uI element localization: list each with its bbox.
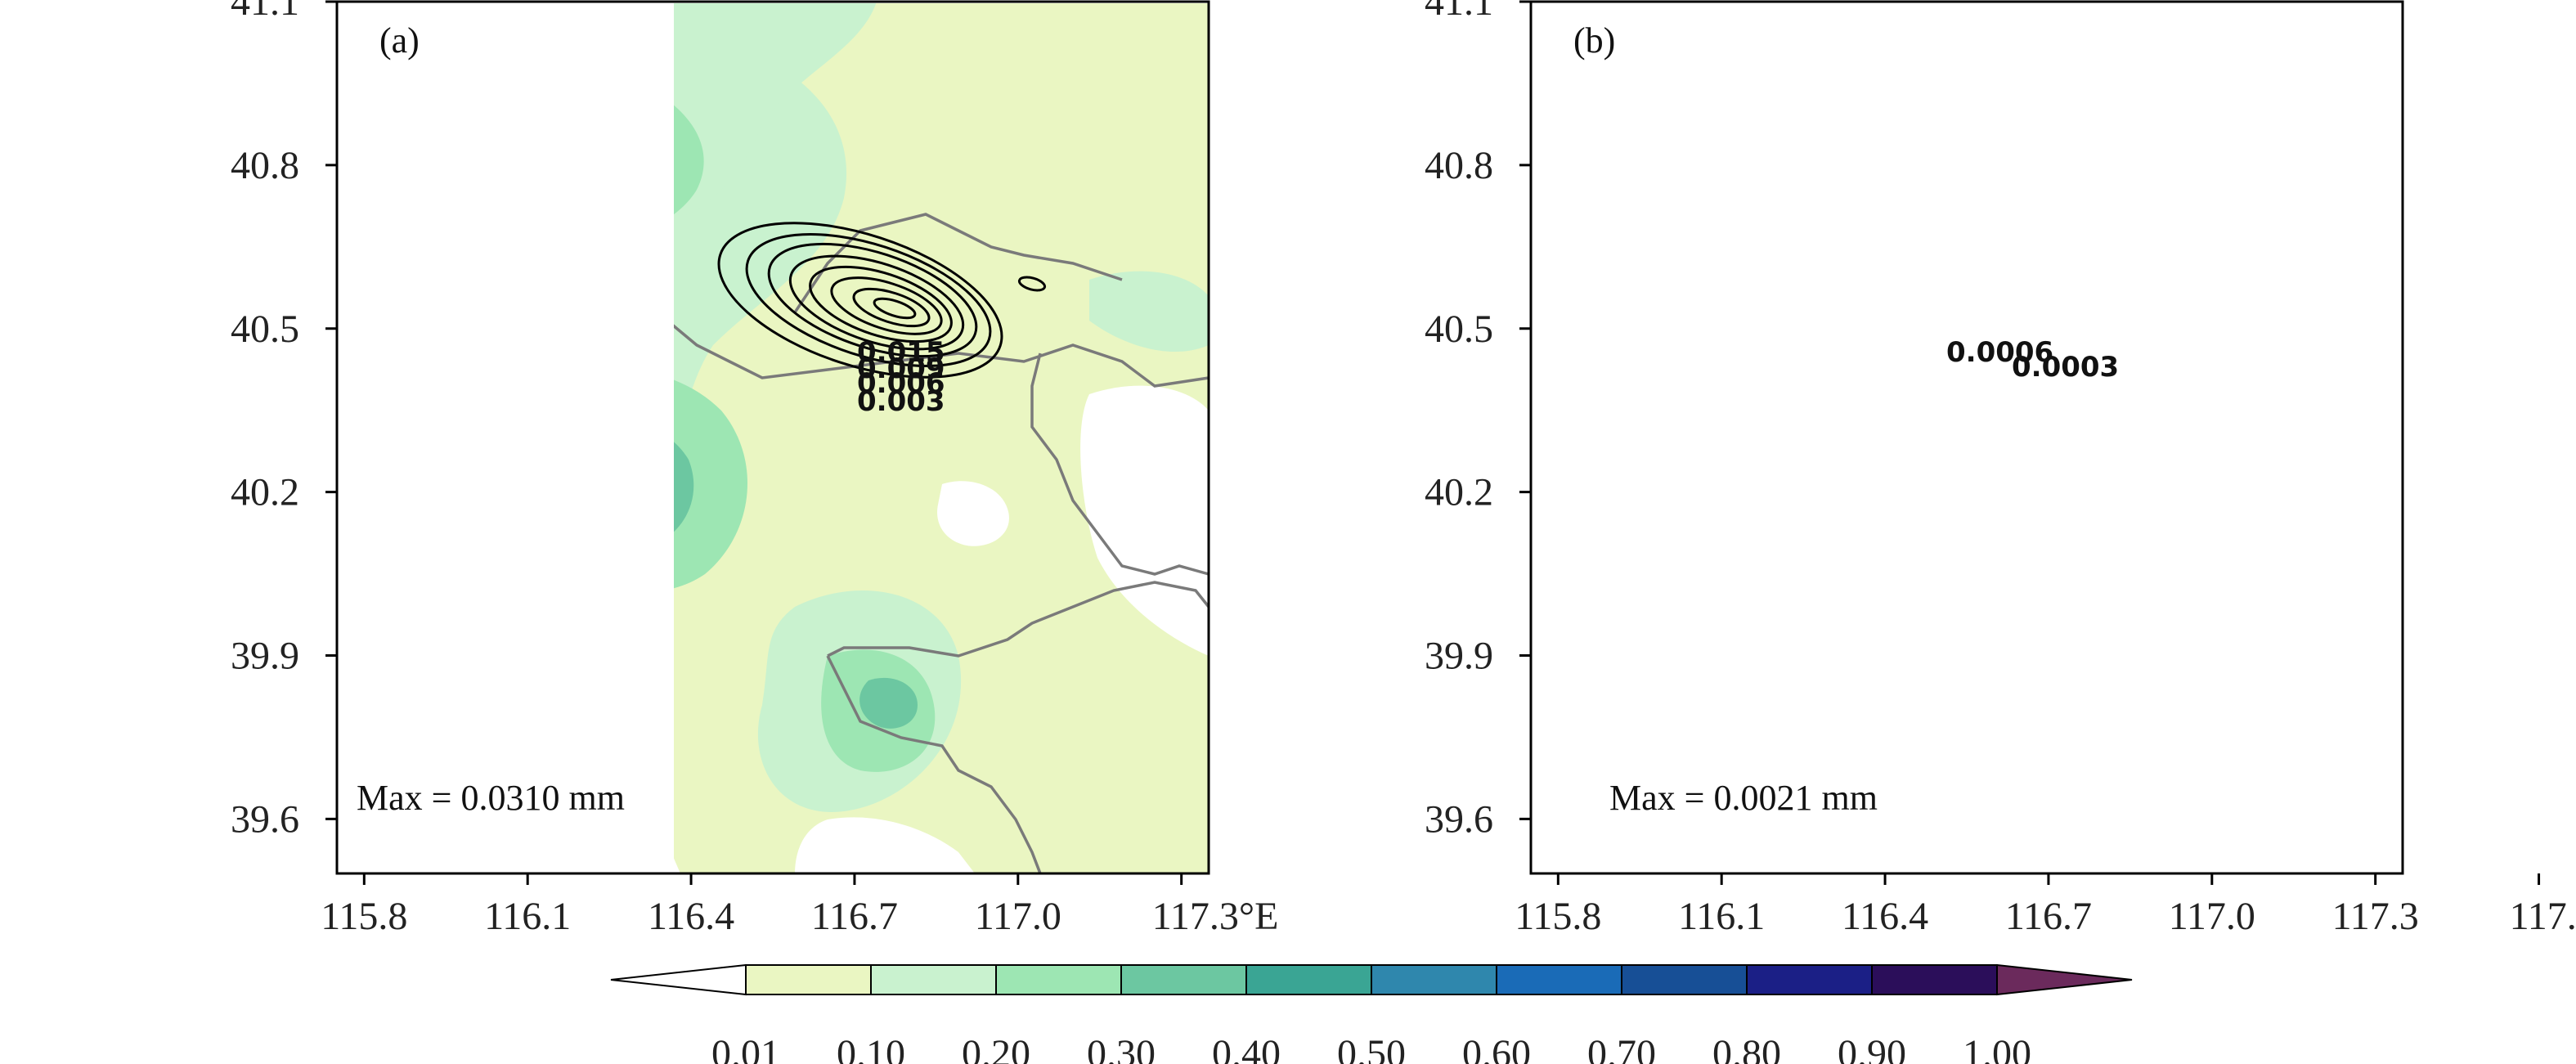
colorbar-box [745,964,872,995]
colorbar-label: 0.30 [1087,1032,1156,1064]
x-tick-label: 116.1 [1678,895,1765,938]
y-tick-label: 40.2 [1425,471,1493,514]
colorbar-over-triangle [1996,963,2133,996]
x-tick-label: 116.7 [2005,895,2092,938]
x-tick-label: 115.8 [321,895,407,938]
contour-label: 0.0003 [2012,351,2119,384]
y-tick-label: 41.1 [1425,0,1493,24]
max-value-text: Max = 0.0310 mm [357,778,625,818]
x-tick-label: 116.7 [811,895,898,938]
panel-a-axes: 115.8116.1116.4116.7117.0117.3°E41.4°N41… [231,0,1278,938]
panel-a-contours [717,222,1047,379]
colorbar-box [870,964,997,995]
x-tick-label: 117.0 [2169,895,2255,938]
x-tick-label: 117.6°E [2510,895,2576,938]
y-tick-label: 41.1 [231,0,299,24]
x-tick-label: 116.4 [1842,895,1928,938]
contour-label: 0.0006 [1946,336,2053,369]
axes-layer: 115.8116.1116.4116.7117.0117.3°E41.4°N41… [231,0,2576,938]
y-tick-label: 39.9 [231,635,299,678]
colorbar-box [1621,964,1748,995]
contour-label: 0.006 [857,367,945,400]
panel-b-frame [1529,0,2404,875]
colorbar-box [995,964,1122,995]
colorbar-box [1496,964,1622,995]
colorbar-label: 0.90 [1838,1032,1906,1064]
x-tick-label: 116.1 [484,895,571,938]
panel-a-frame [335,0,1210,875]
y-tick-label: 40.2 [231,471,299,514]
panel-b-axes: 115.8 116.1 116.4 116.7 117.0 117.3 117.6°E 41.… [1425,0,2576,938]
x-tick-label: 116.4 [648,895,734,938]
x-tick-label: 115.8 [1515,895,1601,938]
y-tick-label: 39.6 [1425,797,1493,841]
colorbar-box [1746,964,1873,995]
colorbar-label: 0.10 [837,1032,905,1064]
max-value-text: Max = 0.0021 mm [1609,778,1878,818]
colorbar-box [1871,964,1998,995]
y-tick-label: 40.8 [231,144,299,187]
colorbar-label: 0.40 [1212,1032,1281,1064]
contour-label: 0.009 [857,352,945,385]
panel-b-contours [1531,170,2096,795]
colorbar-label: 0.80 [1712,1032,1781,1064]
panel-label: (a) [379,20,420,61]
colorbar-label: 0.01 [711,1032,780,1064]
colorbar-box [1245,964,1372,995]
colorbar-box [1120,964,1247,995]
colorbar-label: 0.70 [1587,1032,1656,1064]
colorbar-under-triangle [610,963,747,996]
panel-label: (b) [1573,20,1615,61]
contour-label: 0.015 [857,336,945,369]
colorbar-box [1371,964,1497,995]
colorbar-label: 0.60 [1462,1032,1531,1064]
x-tick-label: 117.0 [975,895,1061,938]
panel-b [1529,0,2404,875]
colorbar-label: 1.00 [1963,1032,2031,1064]
y-tick-label: 40.5 [1425,308,1493,351]
panel-b-field [1531,2,2403,873]
y-tick-label: 39.9 [1425,635,1493,678]
x-tick-label: 117.3 [2332,895,2419,938]
contour-label: 0.003 [857,385,945,418]
panel-a-field [674,3,1210,875]
colorbar-label: 0.50 [1337,1032,1406,1064]
colorbar-label: 0.20 [962,1032,1030,1064]
y-tick-label: 40.5 [231,308,299,351]
colorbar: 0.01 0.10 0.20 0.30 0.40 0.50 0.60 0.70 0.80 0.90… [610,963,2133,1064]
panel-a [335,0,1210,875]
y-tick-label: 39.6 [231,797,299,841]
x-tick-label: 117.3°E [1152,895,1279,938]
y-tick-label: 40.8 [1425,144,1493,187]
